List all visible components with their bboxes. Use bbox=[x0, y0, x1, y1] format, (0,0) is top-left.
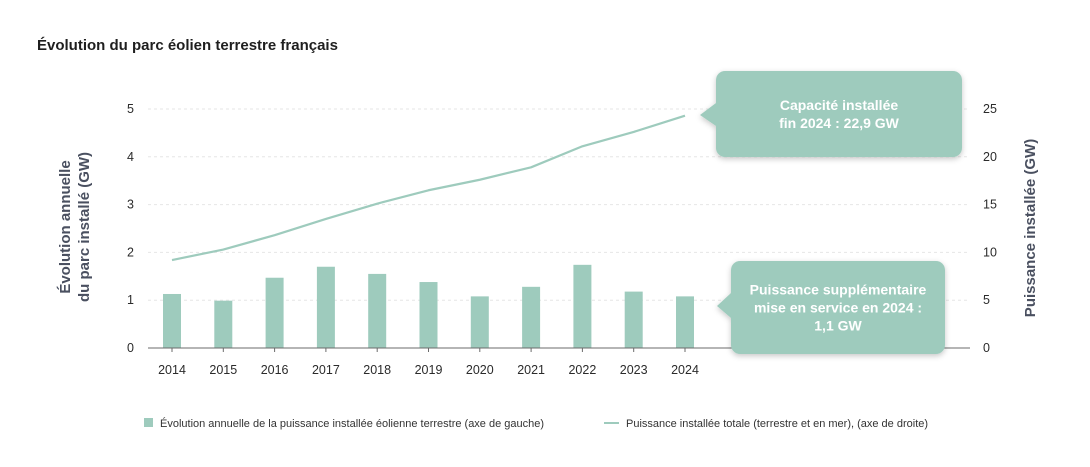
x-tick-label: 2017 bbox=[312, 363, 340, 377]
callout-text-line: Capacité installée bbox=[780, 97, 898, 113]
y-left-tick-label: 2 bbox=[127, 245, 134, 259]
bar bbox=[316, 266, 335, 348]
legend-bar-swatch bbox=[144, 418, 153, 427]
legend: Évolution annuelle de la puissance insta… bbox=[144, 417, 928, 430]
callout-text-line: 1,1 GW bbox=[814, 318, 862, 334]
y-left-tick-label: 3 bbox=[127, 198, 134, 212]
bar bbox=[624, 291, 643, 348]
y-left-tick-label: 0 bbox=[127, 341, 134, 355]
y-right-axis-title: Puissance installée (GW) bbox=[1022, 139, 1039, 317]
total-capacity-line bbox=[171, 114, 686, 262]
callout-bg bbox=[731, 261, 945, 354]
x-tick-label: 2024 bbox=[671, 363, 699, 377]
y-left-tick-label: 1 bbox=[127, 293, 134, 307]
x-tick-label: 2020 bbox=[466, 363, 494, 377]
bar-series bbox=[163, 264, 694, 348]
x-tick-label: 2014 bbox=[158, 363, 186, 377]
x-tick-label: 2018 bbox=[363, 363, 391, 377]
x-tick-label: 2023 bbox=[620, 363, 648, 377]
callout-pointer bbox=[717, 293, 731, 318]
y-left-axis-title: Évolution annuelle du parc installé (GW) bbox=[57, 152, 93, 302]
bar bbox=[573, 264, 592, 348]
callout-text-line: Puissance supplémentaire bbox=[750, 282, 927, 298]
y-right-tick-label: 0 bbox=[983, 341, 990, 355]
bar bbox=[522, 286, 541, 348]
y-right-tick-label: 25 bbox=[983, 102, 997, 116]
callout-box bbox=[717, 261, 945, 354]
callout-bg bbox=[716, 71, 962, 157]
legend-bar-label: Évolution annuelle de la puissance insta… bbox=[160, 417, 544, 430]
bar bbox=[214, 300, 233, 348]
callout-box bbox=[700, 71, 962, 157]
x-tick-label: 2015 bbox=[209, 363, 237, 377]
y-right-tick-label: 10 bbox=[983, 245, 997, 259]
callout-text-line: fin 2024 : 22,9 GW bbox=[779, 115, 900, 131]
y-right-tick-label: 5 bbox=[983, 293, 990, 307]
x-tick-label: 2021 bbox=[517, 363, 545, 377]
chart-title: Évolution du parc éolien terrestre franç… bbox=[37, 37, 338, 54]
bar bbox=[419, 282, 438, 348]
y-left-axis-title-line: Évolution annuelle bbox=[57, 160, 74, 293]
legend-line-label: Puissance installée totale (terrestre et… bbox=[626, 418, 928, 430]
x-tick-label: 2019 bbox=[415, 363, 443, 377]
callouts: Capacité installée fin 2024 : 22,9 GW Puis… bbox=[700, 71, 962, 354]
y-left-axis-title-line: du parc installé (GW) bbox=[76, 152, 93, 302]
y-left-tick-label: 4 bbox=[127, 150, 134, 164]
line-series bbox=[171, 114, 686, 262]
bar bbox=[676, 296, 694, 348]
y-right-tick-label: 15 bbox=[983, 198, 997, 212]
callout-text-line: mise en service en 2024 : bbox=[754, 300, 922, 316]
bar bbox=[470, 296, 489, 348]
y-left-tick-label: 5 bbox=[127, 102, 134, 116]
bar bbox=[265, 277, 284, 348]
x-tick-label: 2022 bbox=[568, 363, 596, 377]
callout-pointer bbox=[700, 103, 716, 126]
bar bbox=[368, 273, 387, 348]
bar bbox=[163, 293, 181, 348]
y-right-tick-label: 20 bbox=[983, 150, 997, 164]
x-tick-label: 2016 bbox=[261, 363, 289, 377]
